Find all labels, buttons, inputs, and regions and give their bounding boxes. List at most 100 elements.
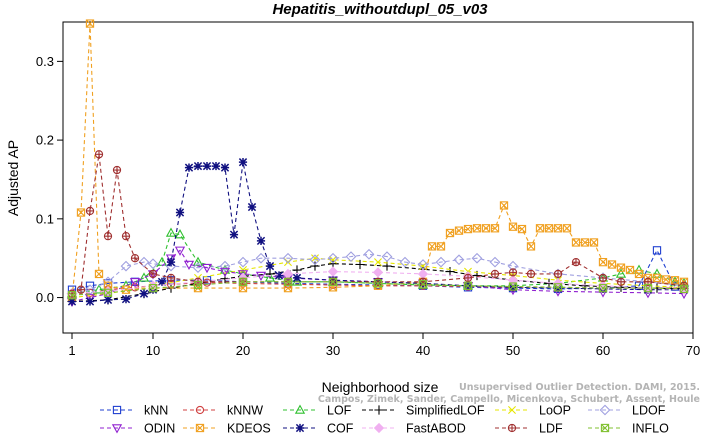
data-point-ldf: [490, 269, 500, 279]
data-point-ldof: [219, 260, 231, 272]
data-point-cof: [67, 297, 77, 306]
data-point-kdeos: [607, 260, 617, 269]
data-point-ldof: [471, 252, 483, 264]
data-point-loop: [311, 254, 319, 263]
data-point-ldf: [130, 254, 140, 263]
series-line-odin: [71, 249, 685, 303]
data-point-loop: [374, 258, 382, 267]
data-point-kdeos: [445, 228, 455, 238]
y-tick-label: 0.1: [36, 211, 54, 226]
y-tick-label: 0.0: [36, 290, 54, 305]
legend-marker-ldof: [599, 404, 611, 416]
data-point-inflo: [508, 282, 518, 291]
data-point-kdeos: [616, 263, 626, 272]
data-point-odin: [237, 270, 249, 280]
data-point-cof: [175, 208, 185, 217]
plot-frame: [62, 21, 694, 334]
data-point-kdeos: [580, 238, 590, 247]
data-point-cof: [103, 295, 113, 305]
data-point-inflo: [643, 283, 653, 293]
data-point-ldof: [237, 256, 249, 268]
legend-item-ldf: LDF: [495, 422, 563, 434]
data-point-inflo: [679, 284, 689, 294]
legend-marker-lof: [294, 404, 306, 414]
data-point-ldof: [327, 252, 339, 264]
data-point-cof: [274, 271, 284, 280]
data-point-kdeos: [589, 238, 599, 247]
legend-label-fastabod: FastABOD: [406, 422, 466, 434]
x-tick-label: 30: [326, 343, 340, 358]
y-axis-label: Adjusted AP: [5, 140, 21, 216]
data-point-kdeos: [562, 224, 572, 233]
legend-label-inflo: INFLO: [632, 422, 669, 434]
data-point-cof: [229, 230, 239, 239]
legend-label-simplifiedlof: SimplifiedLOF: [406, 404, 485, 418]
data-point-inflo: [418, 280, 428, 289]
data-point-simplifiedlof: [580, 281, 590, 291]
data-point-kdeos: [553, 224, 563, 233]
data-point-inflo: [553, 283, 563, 292]
series-line-cof: [72, 161, 684, 303]
data-point-loop: [329, 255, 337, 264]
data-point-inflo: [598, 283, 608, 293]
data-point-kdeos: [517, 224, 527, 234]
data-point-ldof: [255, 252, 267, 264]
data-point-cof: [508, 283, 518, 292]
axes-layer: 1 10 20 30 40 50 60 70 0.0 0.1 0.2 0.3: [36, 54, 700, 358]
data-point-odin: [84, 293, 96, 304]
data-point-ldf: [76, 285, 86, 294]
legend-label-ldof: LDOF: [632, 404, 666, 418]
data-point-cof: [85, 297, 95, 306]
legend-label-odin: ODIN: [144, 422, 175, 434]
data-point-ldof: [345, 251, 357, 263]
data-point-ldof: [120, 260, 132, 272]
x-tick-label: 50: [506, 343, 520, 358]
series-line-lof: [71, 232, 685, 295]
legend-marker-knnw: [195, 405, 205, 415]
data-point-ldf: [166, 273, 176, 283]
legend-item-lof: LOF: [283, 404, 352, 418]
data-point-inflo: [238, 277, 248, 286]
series-line-kdeos: [71, 23, 685, 298]
legend-label-knnw: kNNW: [227, 404, 263, 418]
legend-marker-inflo: [600, 423, 610, 433]
data-point-kdeos: [490, 224, 500, 233]
legend: kNN kNNW LOF SimplifiedLOF LoOP LDOF ODIN KDEOS…: [100, 404, 669, 434]
data-point-inflo: [373, 279, 383, 288]
data-point-inflo: [67, 291, 77, 300]
data-point-lof: [93, 284, 105, 294]
data-point-cof: [265, 261, 275, 271]
data-point-inflo: [193, 280, 203, 290]
data-point-cof: [202, 161, 212, 171]
data-point-ldf: [148, 269, 158, 279]
data-point-kdeos: [670, 276, 680, 285]
data-point-odin: [219, 267, 231, 278]
data-point-kdeos: [634, 269, 644, 279]
data-point-fastabod: [327, 266, 339, 277]
data-point-ldf: [112, 165, 122, 175]
data-point-kdeos: [463, 224, 473, 234]
data-point-kdeos: [535, 224, 545, 233]
x-tick-label: 40: [416, 343, 430, 358]
legend-item-kdeos: KDEOS: [183, 422, 271, 434]
data-point-cof: [184, 163, 194, 172]
data-point-simplifiedlof: [310, 261, 320, 271]
chart-title: Hepatitis_withoutdupl_05_v03: [272, 1, 488, 18]
data-point-fastabod: [417, 268, 429, 280]
legend-item-knn: kNN: [100, 404, 168, 418]
data-point-ldf: [553, 269, 563, 279]
data-point-ldof: [147, 258, 159, 270]
y-tick-label: 0.2: [36, 133, 54, 148]
data-point-lof: [615, 268, 627, 278]
data-point-simplifiedlof: [355, 259, 365, 270]
data-point-kdeos: [94, 269, 104, 279]
data-point-cof: [220, 163, 230, 172]
series-inflo: [67, 277, 689, 300]
x-tick-label: 1: [68, 343, 75, 358]
data-point-kdeos: [85, 19, 95, 28]
data-point-cof: [193, 161, 203, 171]
data-point-kdeos: [481, 224, 491, 233]
data-point-ldf: [94, 150, 104, 159]
data-point-ldf: [121, 232, 131, 241]
